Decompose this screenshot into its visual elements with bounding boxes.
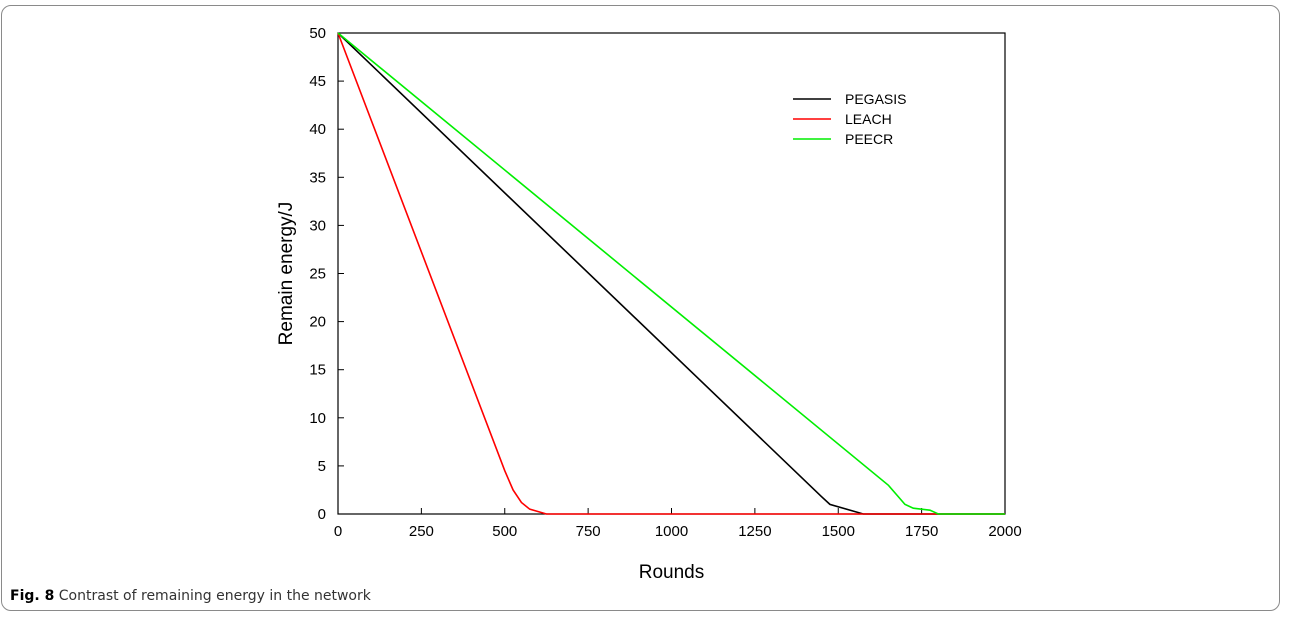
y-tick-label: 45: [309, 73, 326, 90]
y-axis: 0 5 10 15 20 25 30 35 40 45 50: [309, 25, 344, 523]
y-tick-label: 25: [309, 266, 326, 283]
figure-caption: Fig. 8 Contrast of remaining energy in t…: [10, 588, 371, 604]
x-tick-label: 1500: [822, 523, 855, 540]
x-tick-label: 750: [576, 523, 601, 540]
y-tick-label: 0: [318, 506, 326, 523]
y-tick-label: 50: [309, 25, 326, 42]
y-tick-label: 10: [309, 410, 326, 427]
y-tick-label: 40: [309, 121, 326, 138]
y-tick-label: 20: [309, 314, 326, 331]
x-tick-label: 500: [492, 523, 517, 540]
x-tick-label: 250: [409, 523, 434, 540]
x-tick-label: 1250: [738, 523, 771, 540]
figure-frame: [1, 5, 1280, 611]
legend-label: PEECR: [845, 131, 893, 147]
x-axis-title: Rounds: [639, 562, 705, 583]
caption-text: Contrast of remaining energy in the netw…: [58, 588, 371, 604]
y-tick-label: 30: [309, 217, 326, 234]
y-tick-label: 15: [309, 362, 326, 379]
legend-label: LEACH: [845, 111, 892, 127]
x-tick-label: 1750: [905, 523, 938, 540]
x-tick-label: 2000: [988, 523, 1021, 540]
x-axis: 0 250 500 750 1000 1250 1500 1750 2000: [334, 508, 1022, 540]
y-tick-label: 5: [318, 458, 326, 475]
legend: PEGASIS LEACH PEECR: [793, 91, 906, 147]
x-tick-label: 0: [334, 523, 342, 540]
legend-label: PEGASIS: [845, 91, 906, 107]
x-tick-label: 1000: [655, 523, 688, 540]
series-line-peecr: [337, 32, 1005, 515]
figure-number: Fig. 8: [10, 588, 55, 604]
series-lines: [337, 32, 1005, 515]
y-axis-title: Remain energy/J: [276, 202, 297, 346]
y-tick-label: 35: [309, 169, 326, 186]
series-line-leach: [337, 32, 1005, 515]
